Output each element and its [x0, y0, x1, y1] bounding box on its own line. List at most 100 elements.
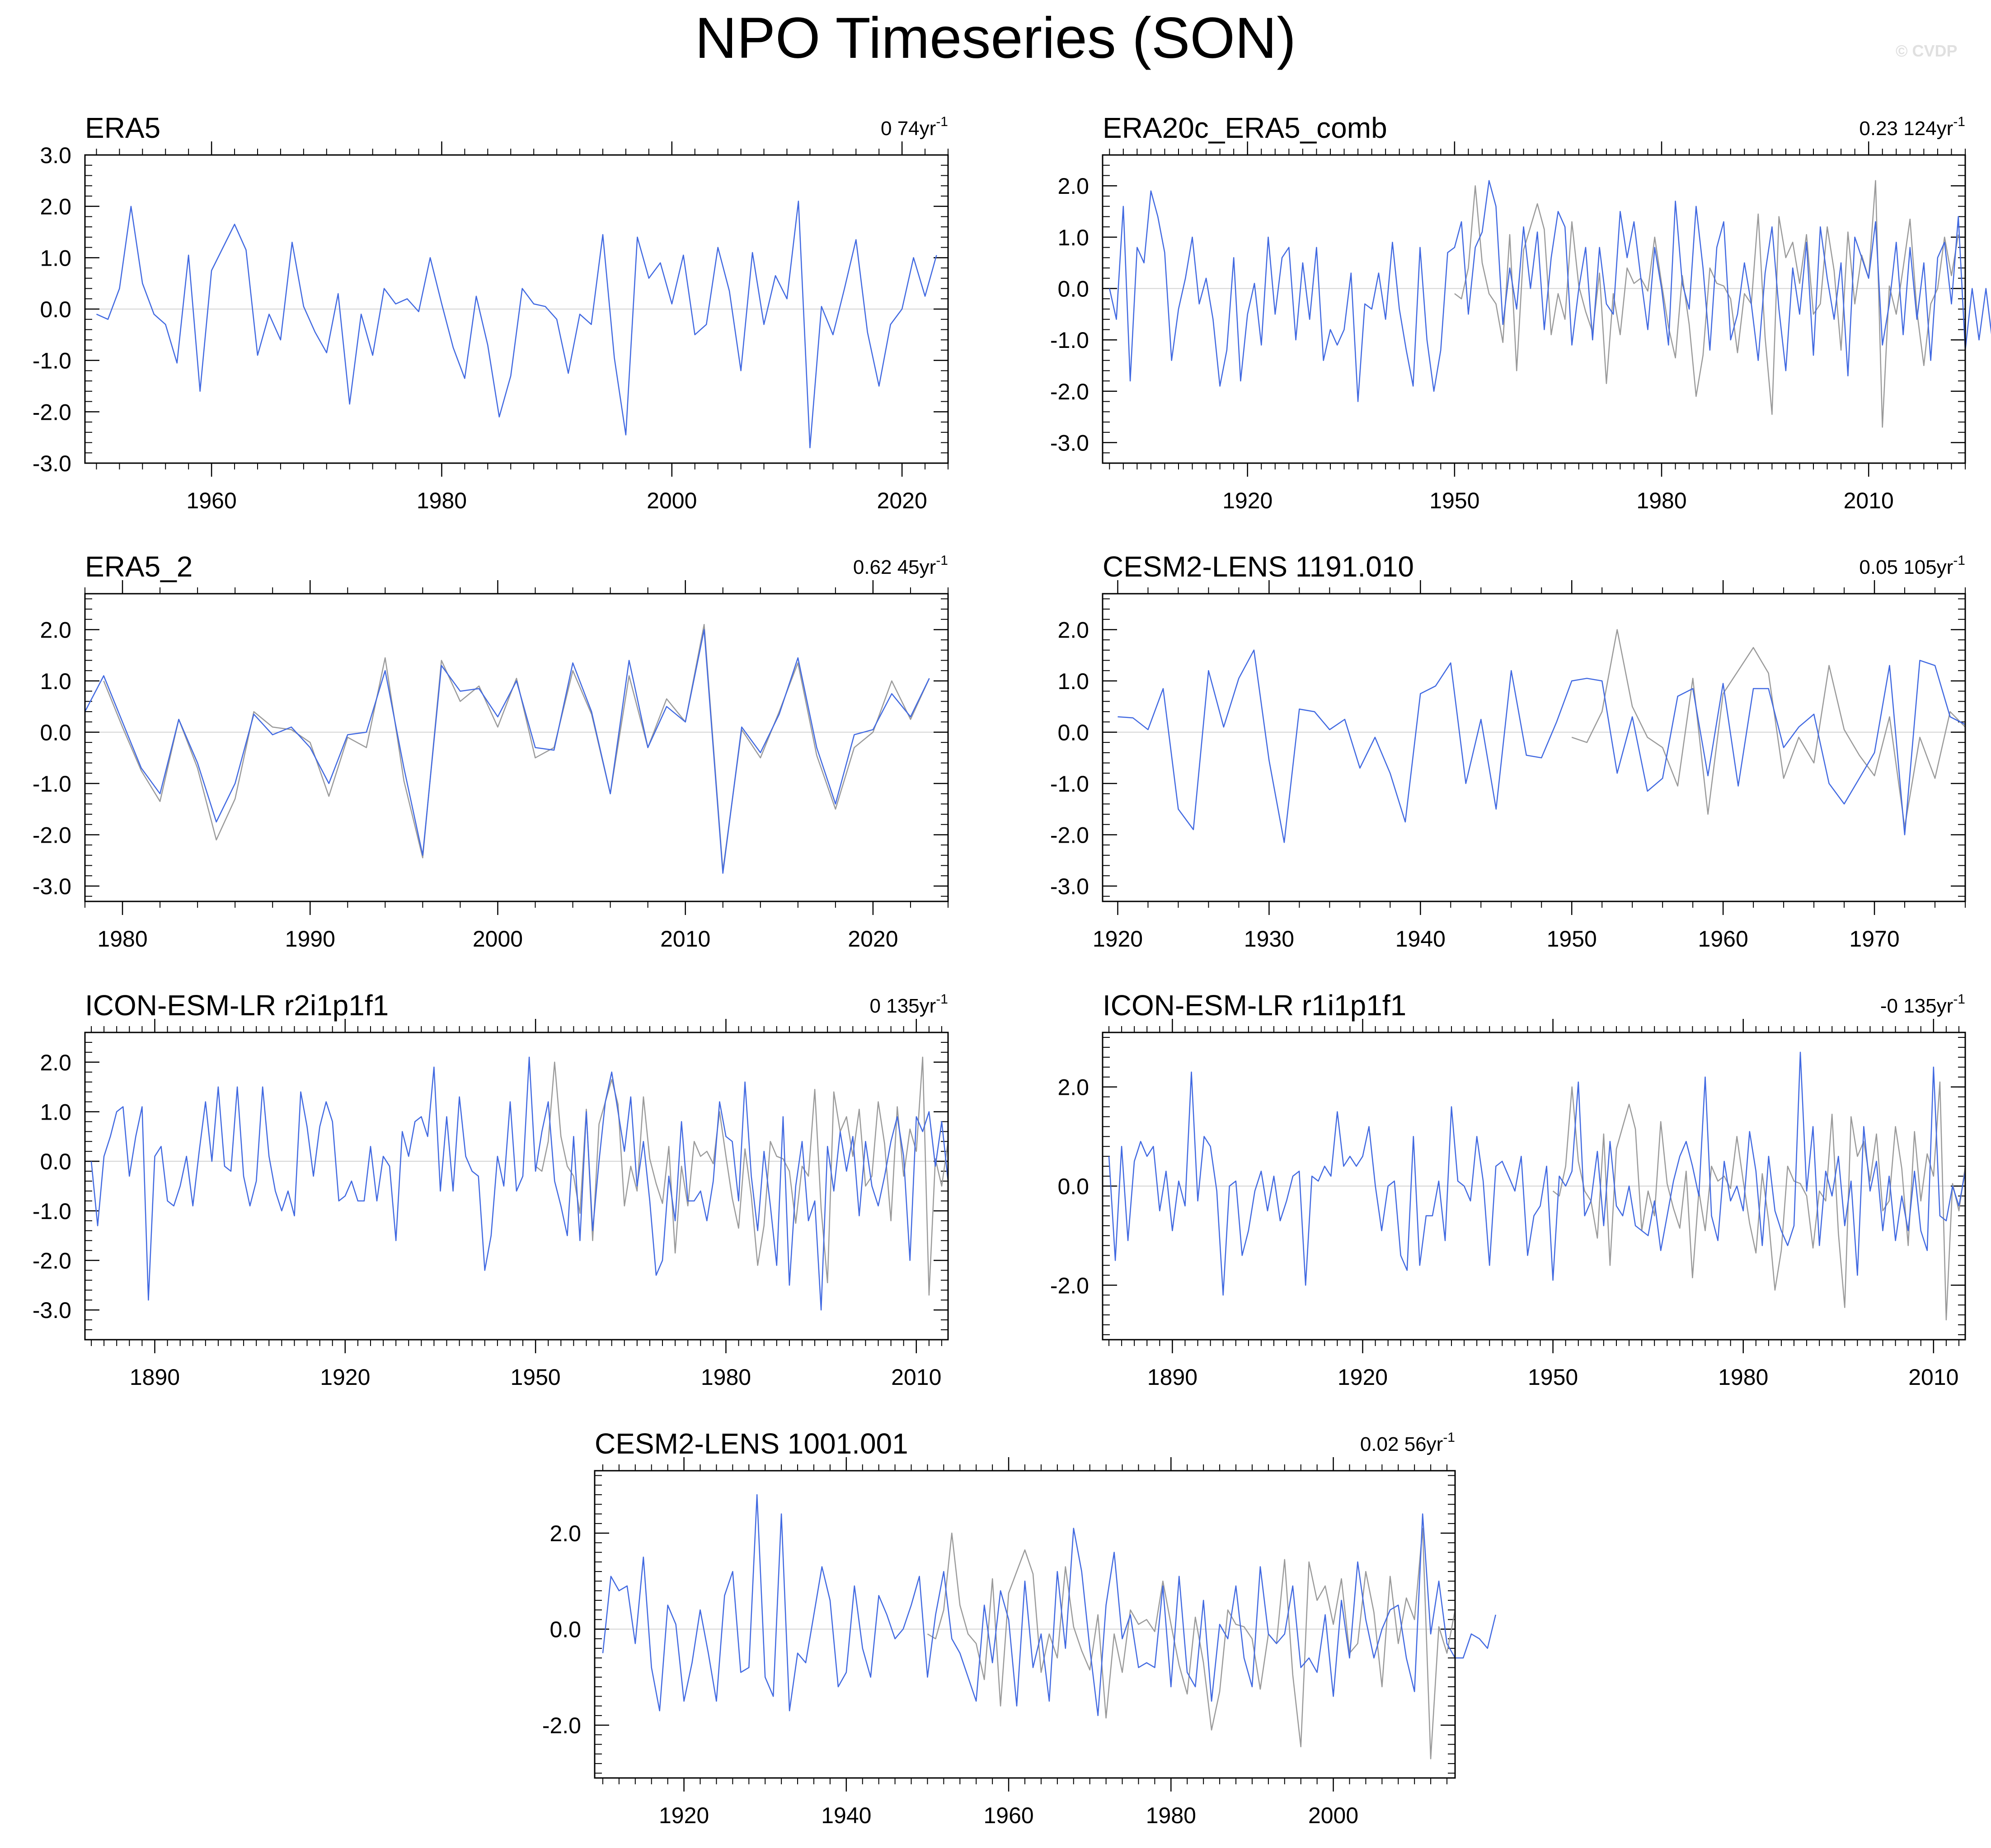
x-tick-label: 1960 — [187, 488, 237, 513]
x-tick-label: 1950 — [1547, 926, 1597, 952]
x-tick-label: 1980 — [417, 488, 467, 513]
observation-series-line — [927, 1528, 1456, 1759]
model-series-line — [602, 1494, 1497, 1717]
x-tick-label: 2000 — [1308, 1803, 1358, 1828]
y-tick-label: -2.0 — [1050, 822, 1089, 848]
y-tick-label: -2.0 — [1050, 379, 1089, 404]
watermark: © CVDP — [1896, 42, 1958, 60]
panel-3: ERA5_2 0.62 45yr-1 2.0 1.0 0.0 -1.0 -2.0 -3.0 19… — [33, 550, 949, 952]
y-tick-label: -1.0 — [33, 348, 71, 374]
y-tick-label: -3.0 — [33, 1298, 71, 1323]
x-tick-label: 2020 — [877, 488, 927, 513]
x-tick-label: 1960 — [1698, 926, 1748, 952]
y-tick-label: -2.0 — [33, 822, 71, 848]
x-tick-label: 2000 — [647, 488, 697, 513]
y-tick-label: 3.0 — [40, 143, 71, 168]
observation-series-line — [103, 624, 930, 872]
trend-value: 0 135yr — [870, 995, 936, 1017]
x-tick-label: 1980 — [1636, 488, 1686, 513]
trend-value: 0.05 105yr — [1859, 556, 1953, 578]
y-tick-label: 0.0 — [549, 1617, 581, 1642]
y-tick-label: -2.0 — [542, 1713, 581, 1738]
y-tick-label: -2.0 — [1050, 1273, 1089, 1298]
trend-value: -0 135yr — [1880, 995, 1953, 1017]
plot-frame — [1102, 1032, 1966, 1341]
page-title: NPO Timeseries (SON) — [695, 6, 1296, 70]
x-tick-label: 1920 — [320, 1365, 370, 1390]
panel-5: ICON-ESM-LR r2i1p1f1 0 135yr-1 2.0 1.0 0.0 -1… — [33, 989, 949, 1390]
panel-1: ERA5 0 74yr-1 3.0 2.0 1.0 0.0 -1.0 -2.0 -3.0 1960… — [33, 112, 949, 513]
model-series-line — [1108, 1051, 1966, 1296]
y-tick-label: 2.0 — [40, 617, 71, 643]
y-tick-label: -1.0 — [33, 1199, 71, 1224]
model-series-line — [96, 201, 937, 449]
y-tick-label: 0.0 — [1057, 277, 1089, 302]
y-tick-label: -3.0 — [33, 874, 71, 899]
y-tick-label: 2.0 — [40, 194, 71, 220]
x-tick-label: 1940 — [821, 1803, 871, 1828]
y-tick-label: -3.0 — [1050, 431, 1089, 456]
trend-label: 0.62 45yr-1 — [853, 553, 948, 578]
trend-exponent: -1 — [936, 114, 948, 129]
x-tick-label: 2010 — [1908, 1365, 1958, 1390]
panel-2: ERA20c_ERA5_comb 0.23 124yr-1 2.0 1.0 0.0 -1.… — [1050, 112, 1991, 513]
trend-label: 0.02 56yr-1 — [1360, 1430, 1455, 1455]
x-tick-label: 2020 — [848, 926, 898, 952]
panel-title: ERA5 — [85, 112, 160, 144]
model-series-line — [84, 629, 930, 874]
trend-exponent: -1 — [936, 992, 948, 1007]
x-tick-label: 1920 — [1338, 1365, 1388, 1390]
trend-value: 0.23 124yr — [1859, 117, 1953, 140]
trend-label: 0.23 124yr-1 — [1859, 114, 1965, 140]
panel-title: CESM2-LENS 1001.001 — [595, 1427, 908, 1460]
y-tick-label: 0.0 — [40, 297, 71, 322]
panel-title: CESM2-LENS 1191.010 — [1103, 550, 1414, 583]
y-tick-label: -1.0 — [1050, 771, 1089, 797]
y-tick-label: -2.0 — [33, 1248, 71, 1274]
y-tick-label: -1.0 — [33, 771, 71, 797]
x-tick-label: 1950 — [511, 1365, 561, 1390]
model-series-line — [1118, 649, 1966, 843]
x-tick-label: 1920 — [659, 1803, 709, 1828]
x-tick-label: 1960 — [983, 1803, 1033, 1828]
panel-6: ICON-ESM-LR r1i1p1f1 -0 135yr-1 2.0 0.0 -2.0… — [1050, 989, 1966, 1390]
plot-frame — [594, 1470, 1456, 1779]
plot-frame — [1102, 154, 1966, 464]
trend-value: 0.02 56yr — [1360, 1433, 1443, 1455]
model-series-line — [90, 1056, 949, 1311]
panel-7: CESM2-LENS 1001.001 0.02 56yr-1 2.0 0.0 -2.0… — [542, 1427, 1497, 1828]
panel-title: ERA20c_ERA5_comb — [1103, 112, 1387, 144]
x-tick-label: 1930 — [1244, 926, 1294, 952]
trend-label: 0 135yr-1 — [870, 992, 948, 1017]
panel-4: CESM2-LENS 1191.010 0.05 105yr-1 2.0 1.0 0.0… — [1050, 550, 1966, 952]
y-tick-label: 1.0 — [40, 1099, 71, 1125]
x-tick-label: 1920 — [1222, 488, 1273, 513]
trend-exponent: -1 — [1953, 992, 1965, 1007]
plot-frame — [84, 1032, 949, 1341]
y-tick-label: 1.0 — [1057, 225, 1089, 250]
y-tick-label: -2.0 — [33, 399, 71, 425]
x-tick-label: 1990 — [285, 926, 335, 952]
x-tick-label: 1980 — [97, 926, 147, 952]
y-tick-label: 2.0 — [549, 1521, 581, 1546]
observation-series-line — [535, 1056, 949, 1296]
plot-frame — [1102, 593, 1966, 902]
x-tick-label: 1950 — [1528, 1365, 1578, 1390]
trend-value: 0 74yr — [881, 117, 936, 140]
plot-frame — [84, 154, 949, 464]
observation-series-line — [1552, 1081, 1966, 1321]
x-tick-label: 1980 — [1718, 1365, 1768, 1390]
y-tick-label: 2.0 — [40, 1050, 71, 1075]
y-tick-label: 0.0 — [1057, 720, 1089, 745]
model-series-line — [1109, 180, 1991, 402]
trend-label: 0.05 105yr-1 — [1859, 553, 1965, 578]
x-tick-label: 1950 — [1429, 488, 1479, 513]
y-tick-label: 1.0 — [40, 669, 71, 694]
y-tick-label: -3.0 — [1050, 874, 1089, 899]
y-tick-label: 2.0 — [1057, 174, 1089, 199]
trend-label: 0 74yr-1 — [881, 114, 948, 140]
x-tick-label: 2010 — [660, 926, 710, 952]
y-tick-label: 2.0 — [1057, 617, 1089, 643]
y-tick-label: -3.0 — [33, 451, 71, 476]
observation-series-line — [1571, 629, 1966, 828]
